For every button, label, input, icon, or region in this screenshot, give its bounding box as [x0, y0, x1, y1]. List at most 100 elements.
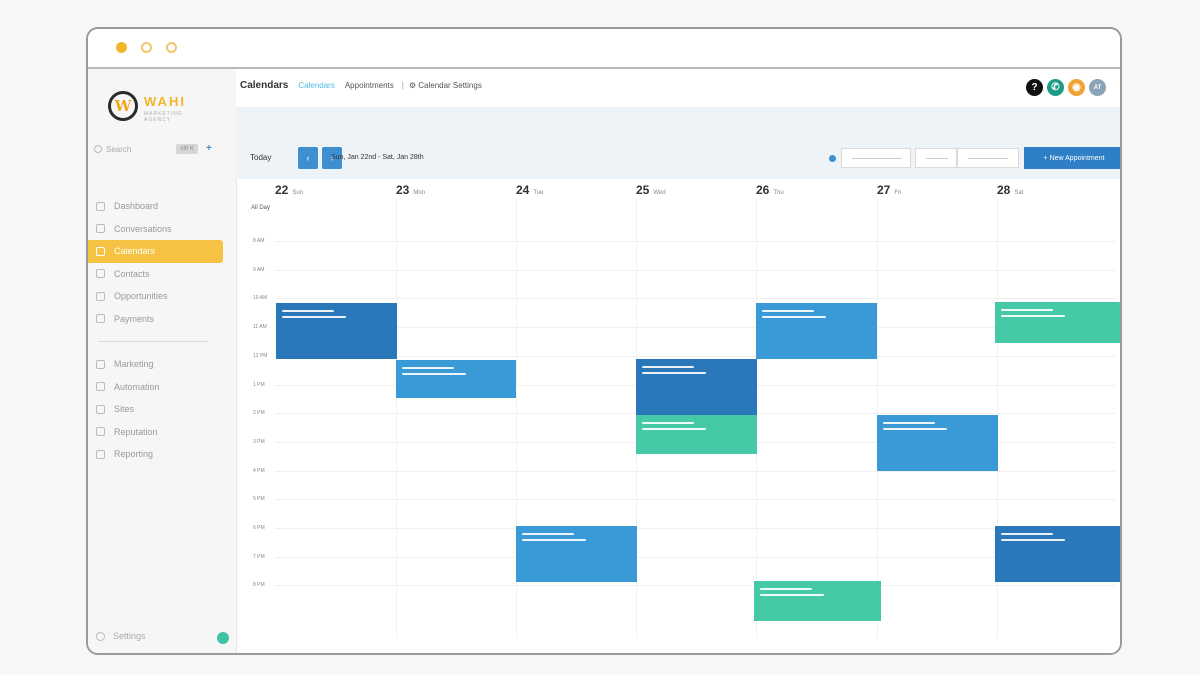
event-detail-placeholder [1001, 539, 1065, 541]
view-toggle-month[interactable] [957, 148, 1019, 168]
tab-calendar-settings-label: Calendar Settings [418, 81, 482, 90]
sidebar-item-label: Automation [114, 381, 160, 392]
time-label: 8 PM [253, 582, 265, 589]
tab-calendars[interactable]: Calendars [298, 81, 335, 90]
status-dot-icon [829, 155, 836, 162]
sidebar-item-contacts[interactable]: Contacts [88, 263, 236, 286]
appointment-event[interactable] [636, 415, 757, 454]
prev-week-button[interactable]: ‹ [298, 147, 318, 169]
hour-gridline [275, 241, 1115, 242]
phone-icon[interactable]: ✆ [1047, 79, 1064, 96]
day-name: Fri [894, 190, 902, 196]
event-title-placeholder [760, 588, 812, 590]
day-header-thu[interactable]: 26 Thu [756, 183, 784, 197]
sidebar-item-settings[interactable]: Settings [96, 631, 146, 641]
window-minimize-dot[interactable] [141, 42, 152, 53]
time-label: 1 PM [253, 381, 265, 388]
appointment-event[interactable] [756, 303, 877, 359]
event-title-placeholder [1001, 309, 1053, 311]
hour-gridline [275, 528, 1115, 529]
day-header-sat[interactable]: 28 Sat [997, 183, 1023, 197]
page-title: Calendars [240, 80, 289, 91]
day-name: Mon [413, 190, 426, 196]
appointment-event[interactable] [995, 526, 1120, 582]
sidebar-item-marketing[interactable]: Marketing [88, 353, 236, 376]
day-header-wed[interactable]: 25 Wed [636, 183, 666, 197]
day-header-tue[interactable]: 24 Tue [516, 183, 543, 197]
day-header-sun[interactable]: 22 Sun [275, 183, 303, 197]
automation-icon [96, 382, 105, 392]
help-icon[interactable]: ? [1026, 79, 1043, 96]
dashboard-icon [96, 201, 105, 211]
brand-logo[interactable]: W WAHI MARKETING AGENCY [108, 91, 203, 125]
appointment-event[interactable] [754, 581, 881, 621]
day-header-mon[interactable]: 23 Mon [396, 183, 425, 197]
day-number: 25 [636, 183, 650, 197]
chat-widget-button[interactable] [217, 632, 229, 644]
time-label: 10 AM [253, 295, 268, 302]
time-label: 8 AM [253, 238, 265, 244]
calendar-filter-dropdown[interactable] [841, 148, 911, 168]
avatar[interactable]: AT [1089, 79, 1106, 96]
time-label: 11 AM [253, 324, 267, 331]
contacts-icon [96, 269, 105, 279]
event-title-placeholder [282, 310, 334, 312]
day-name: Wed [653, 190, 666, 196]
window-close-dot[interactable] [116, 42, 127, 53]
window-maximize-dot[interactable] [166, 42, 177, 53]
sidebar-item-payments[interactable]: Payments [88, 308, 236, 331]
sidebar-item-label: Conversations [114, 223, 172, 234]
sidebar-nav-secondary: Marketing Automation Sites Reputation Report… [88, 353, 236, 466]
view-toggle-week[interactable] [915, 148, 957, 168]
time-label: 12 PM [253, 352, 268, 359]
sidebar-item-label: Calendars [114, 246, 156, 257]
search-input[interactable]: Search ctrl K [94, 141, 198, 157]
sidebar-item-opportunities[interactable]: Opportunities [88, 285, 236, 308]
sidebar-item-label: Payments [114, 313, 155, 324]
time-label: 9 AM [253, 266, 265, 273]
hour-gridline [275, 556, 1115, 558]
sidebar-item-sites[interactable]: Sites [88, 398, 236, 421]
appointment-event[interactable] [516, 526, 637, 582]
all-day-label: All Day [251, 205, 271, 211]
date-range-label: Sun, Jan 22nd - Sat, Jan 28th [331, 154, 424, 161]
sidebar-item-label: Contacts [114, 268, 150, 279]
event-detail-placeholder [762, 316, 826, 318]
appointment-event[interactable] [396, 360, 516, 398]
day-header-fri[interactable]: 27 Fri [877, 183, 901, 197]
day-number: 22 [275, 183, 289, 197]
next-week-button[interactable]: › [322, 147, 342, 169]
appointment-event[interactable] [995, 302, 1120, 343]
today-button[interactable]: Today [250, 153, 272, 162]
new-appointment-button[interactable]: + New Appointment [1024, 147, 1120, 169]
event-title-placeholder [883, 422, 935, 424]
appointment-event[interactable] [877, 415, 998, 471]
chat-icon [96, 224, 105, 234]
day-number: 27 [877, 183, 891, 197]
quick-add-button[interactable]: + [206, 143, 212, 154]
appointment-event[interactable] [276, 303, 397, 359]
sidebar-item-calendars[interactable]: Calendars [88, 240, 223, 263]
sidebar-item-reputation[interactable]: Reputation [88, 421, 236, 444]
tab-separator: | [401, 81, 404, 90]
sidebar: W WAHI MARKETING AGENCY Search ctrl K + … [88, 69, 237, 653]
search-icon [94, 145, 102, 153]
sidebar-item-dashboard[interactable]: Dashboard [88, 195, 236, 218]
day-column-divider [516, 199, 517, 639]
hour-gridline [275, 499, 1115, 501]
notification-icon[interactable]: ◉ [1068, 79, 1085, 96]
tab-calendar-settings[interactable]: ⚙ Calendar Settings [408, 81, 482, 90]
sidebar-item-reporting[interactable]: Reporting [88, 443, 236, 466]
appointment-event[interactable] [636, 359, 757, 415]
settings-label: Settings [113, 631, 146, 641]
sidebar-item-conversations[interactable]: Conversations [88, 218, 236, 241]
event-detail-placeholder [883, 428, 947, 430]
hour-gridline [275, 470, 1115, 472]
time-label: 5 PM [253, 496, 265, 503]
tab-appointments[interactable]: Appointments [344, 81, 394, 90]
event-detail-placeholder [522, 539, 586, 541]
hour-gridline [275, 269, 1115, 271]
sidebar-item-automation[interactable]: Automation [88, 376, 236, 399]
sidebar-nav-primary: Dashboard Conversations Calendars Contacts O… [88, 195, 236, 330]
logo-mark-icon: W [108, 91, 138, 121]
